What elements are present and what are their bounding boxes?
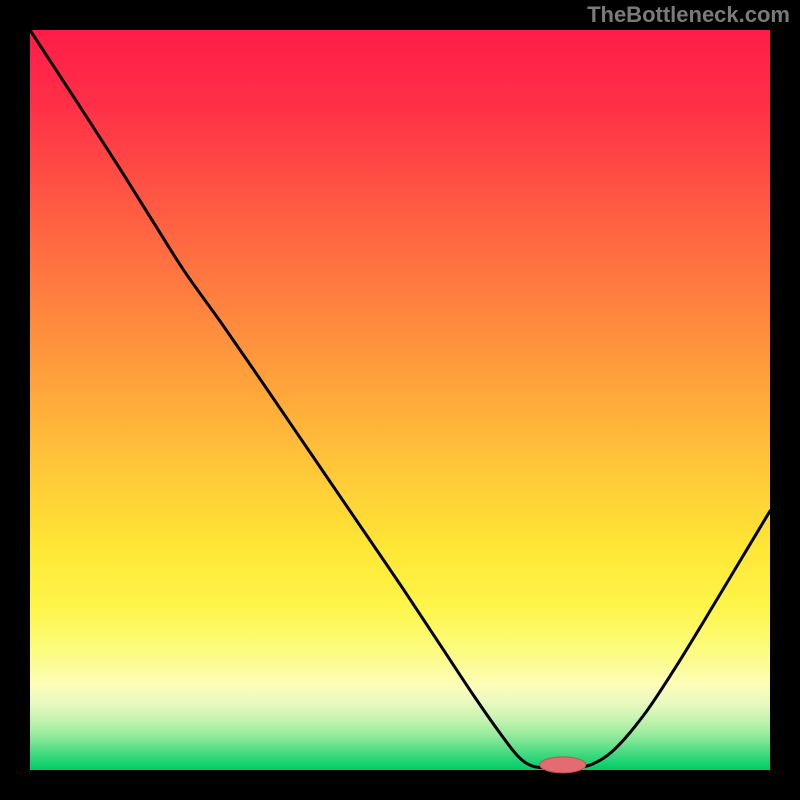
optimal-point-marker	[540, 757, 586, 773]
plot-background	[30, 30, 770, 770]
chart-canvas: TheBottleneck.com	[0, 0, 800, 800]
bottleneck-chart-svg	[0, 0, 800, 800]
